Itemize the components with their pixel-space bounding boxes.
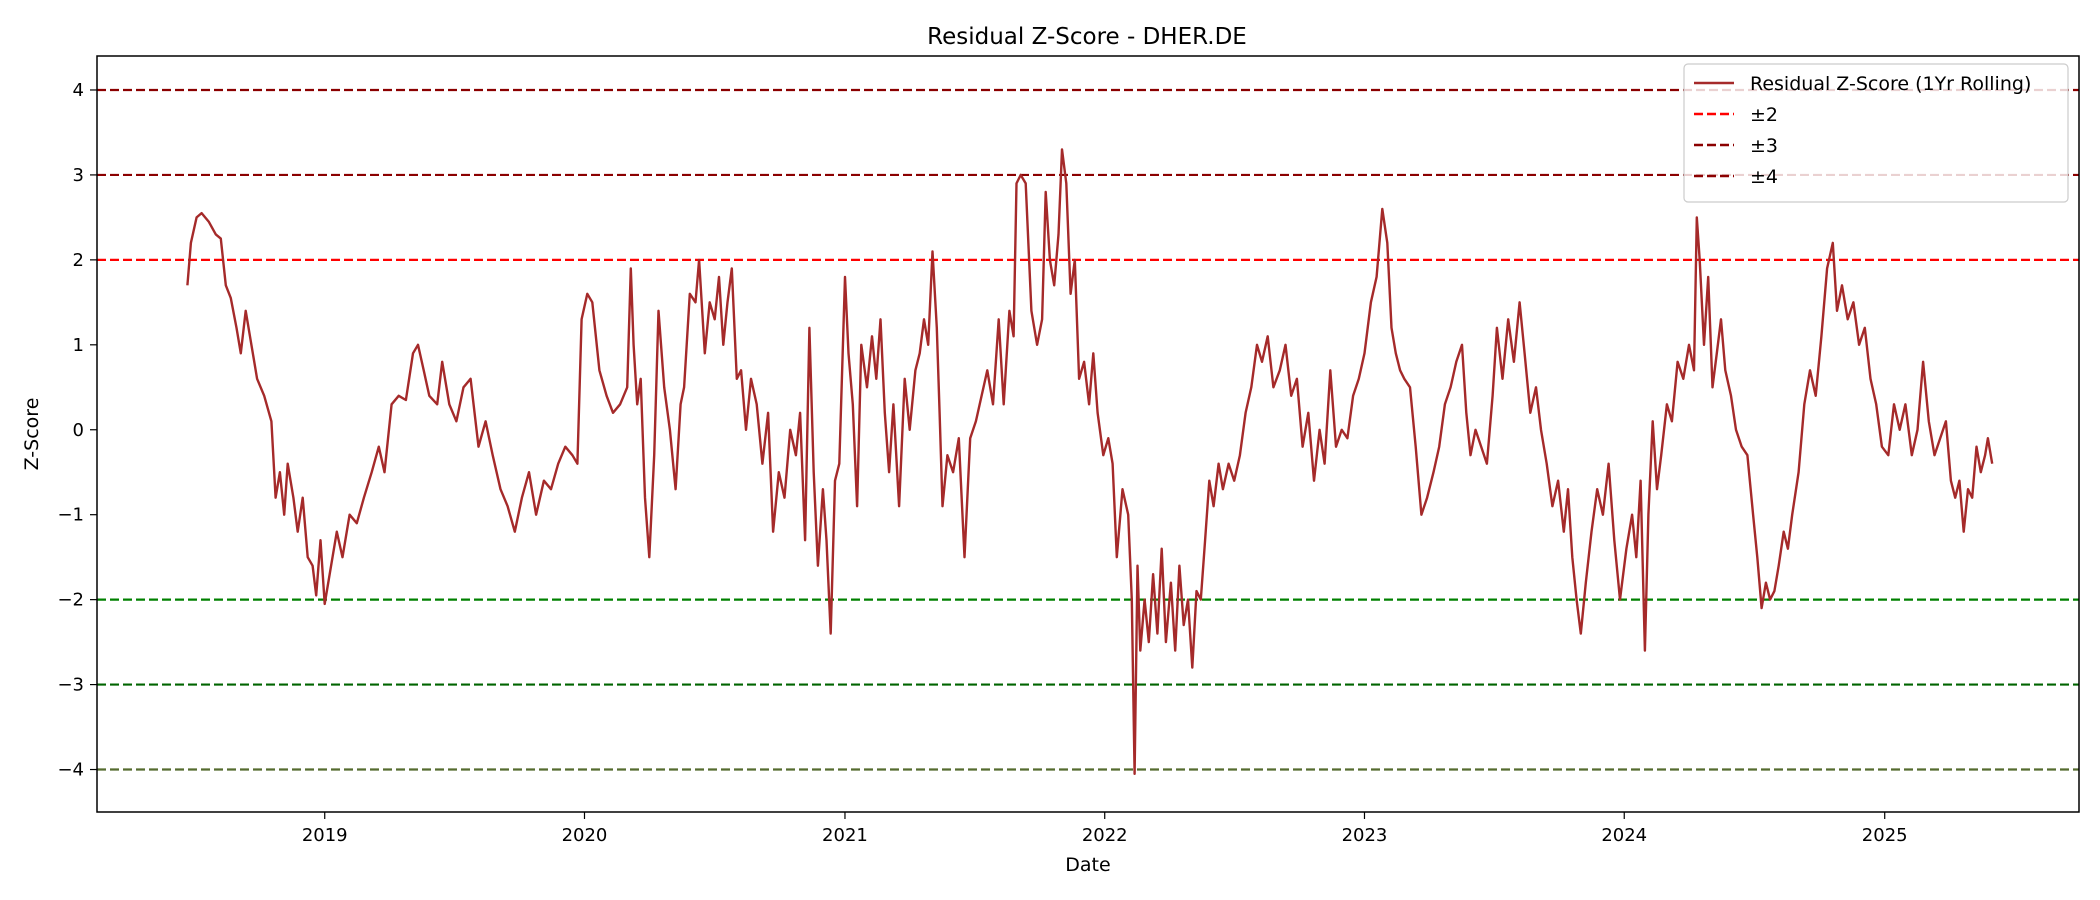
x-tick-label: 2023 xyxy=(1342,825,1388,846)
y-tick-label: −2 xyxy=(57,590,84,611)
series-line xyxy=(186,148,1994,775)
y-tick-label: −3 xyxy=(57,675,84,696)
y-axis-label: Z-Score xyxy=(21,398,43,471)
legend-label: ±4 xyxy=(1750,166,1778,188)
legend-box xyxy=(1683,63,2069,203)
legend-label: ±2 xyxy=(1750,104,1778,126)
x-tick-label: 2024 xyxy=(1601,825,1647,846)
legend: Residual Z-Score (1Yr Rolling) ±2 ±3 ±4 xyxy=(1683,63,2069,203)
x-tick-label: 2020 xyxy=(562,825,608,846)
y-tick-label: 1 xyxy=(73,335,84,356)
y-tick-label: −4 xyxy=(57,760,84,781)
plot-frame xyxy=(96,55,2080,813)
y-tick-label: 3 xyxy=(73,165,84,186)
legend-label: ±3 xyxy=(1750,135,1778,157)
y-tick-label: 2 xyxy=(73,250,84,271)
x-tick-label: 2025 xyxy=(1862,825,1908,846)
y-tick-label: 0 xyxy=(73,420,84,441)
chart-title: Residual Z-Score - DHER.DE xyxy=(927,24,1247,50)
legend-label: Residual Z-Score (1Yr Rolling) xyxy=(1750,73,2031,95)
x-axis-label: Date xyxy=(1065,854,1110,876)
x-tick-label: 2022 xyxy=(1082,825,1128,846)
x-tick-label: 2021 xyxy=(822,825,868,846)
x-tick-label: 2019 xyxy=(302,825,348,846)
y-tick-label: −1 xyxy=(57,505,84,526)
y-tick-label: 4 xyxy=(73,80,84,101)
